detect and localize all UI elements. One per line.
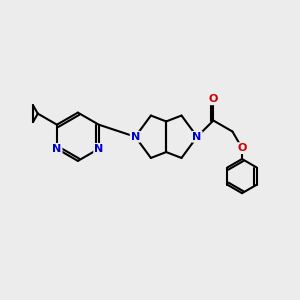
Text: O: O (209, 94, 218, 104)
Text: N: N (131, 132, 140, 142)
Text: N: N (193, 132, 202, 142)
Text: O: O (237, 143, 247, 153)
Text: N: N (94, 144, 104, 154)
Text: N: N (52, 144, 62, 154)
